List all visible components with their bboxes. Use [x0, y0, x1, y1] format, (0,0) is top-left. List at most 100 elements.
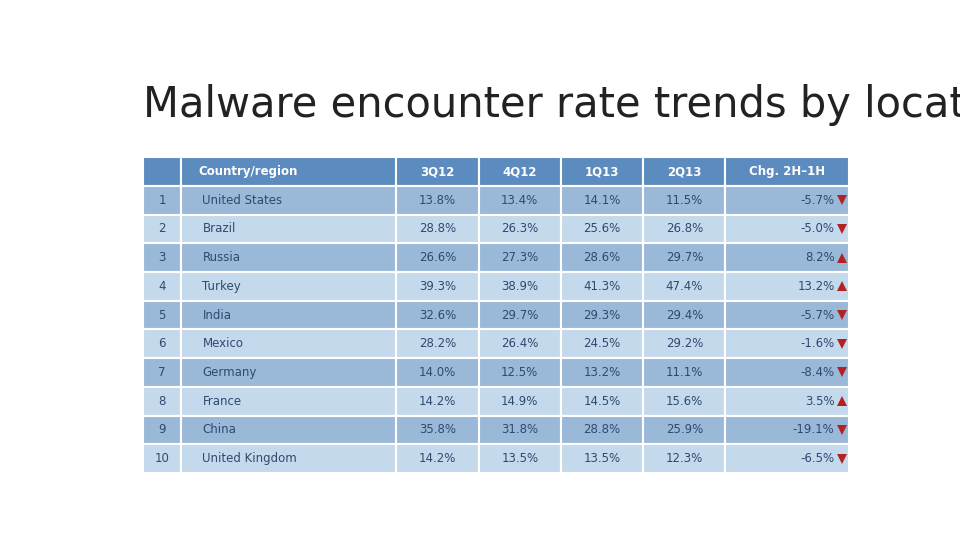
Bar: [561, 329, 643, 358]
Text: 47.4%: 47.4%: [665, 280, 703, 293]
Bar: [561, 387, 643, 415]
Bar: [479, 186, 561, 214]
Text: 39.3%: 39.3%: [419, 280, 456, 293]
Text: 14.0%: 14.0%: [419, 366, 456, 379]
Text: 13.2%: 13.2%: [798, 280, 834, 293]
Text: 31.8%: 31.8%: [501, 423, 539, 436]
Bar: [726, 387, 849, 415]
Text: 7: 7: [158, 366, 166, 379]
Bar: [561, 214, 643, 244]
Bar: [396, 301, 479, 329]
Bar: [143, 387, 180, 415]
Bar: [643, 358, 726, 387]
Text: 28.2%: 28.2%: [419, 338, 456, 350]
Text: 11.1%: 11.1%: [665, 366, 703, 379]
Text: 1: 1: [158, 194, 166, 207]
Text: 41.3%: 41.3%: [584, 280, 621, 293]
Text: 4: 4: [158, 280, 166, 293]
Text: 1Q13: 1Q13: [585, 165, 619, 178]
Bar: [180, 214, 396, 244]
Text: -5.7%: -5.7%: [801, 194, 834, 207]
Bar: [143, 186, 180, 214]
Text: 12.5%: 12.5%: [501, 366, 539, 379]
Bar: [479, 329, 561, 358]
Text: 14.9%: 14.9%: [501, 395, 539, 408]
Bar: [726, 244, 849, 272]
Bar: [726, 272, 849, 301]
Bar: [726, 329, 849, 358]
Text: 29.3%: 29.3%: [584, 308, 621, 321]
Bar: [180, 272, 396, 301]
Bar: [643, 444, 726, 473]
Text: United Kingdom: United Kingdom: [203, 452, 298, 465]
Bar: [143, 329, 180, 358]
Text: 3Q12: 3Q12: [420, 165, 455, 178]
Bar: [479, 444, 561, 473]
Text: 14.1%: 14.1%: [584, 194, 621, 207]
Text: 28.8%: 28.8%: [419, 222, 456, 235]
Bar: [643, 329, 726, 358]
Text: -8.4%: -8.4%: [801, 366, 834, 379]
Text: 13.4%: 13.4%: [501, 194, 539, 207]
Text: 26.4%: 26.4%: [501, 338, 539, 350]
Bar: [180, 301, 396, 329]
Bar: [561, 358, 643, 387]
Bar: [180, 329, 396, 358]
Text: 2Q13: 2Q13: [667, 165, 702, 178]
Bar: [479, 272, 561, 301]
Bar: [396, 444, 479, 473]
Bar: [561, 415, 643, 444]
Bar: [561, 157, 643, 186]
Bar: [479, 301, 561, 329]
Text: Country/region: Country/region: [198, 165, 298, 178]
Text: 12.3%: 12.3%: [665, 452, 703, 465]
Text: Germany: Germany: [203, 366, 256, 379]
Text: United States: United States: [203, 194, 282, 207]
Text: -6.5%: -6.5%: [801, 452, 834, 465]
Bar: [479, 358, 561, 387]
Bar: [180, 387, 396, 415]
Bar: [143, 444, 180, 473]
Bar: [726, 214, 849, 244]
Bar: [726, 157, 849, 186]
Text: -5.7%: -5.7%: [801, 308, 834, 321]
Text: 15.6%: 15.6%: [665, 395, 703, 408]
Text: 8: 8: [158, 395, 166, 408]
Text: 2: 2: [158, 222, 166, 235]
Text: 13.5%: 13.5%: [584, 452, 620, 465]
Text: 14.5%: 14.5%: [584, 395, 621, 408]
Bar: [726, 444, 849, 473]
Text: 28.8%: 28.8%: [584, 423, 620, 436]
Bar: [643, 214, 726, 244]
Text: Russia: Russia: [203, 251, 240, 264]
Bar: [396, 387, 479, 415]
Bar: [396, 272, 479, 301]
Text: 28.6%: 28.6%: [584, 251, 621, 264]
Text: -1.6%: -1.6%: [801, 338, 834, 350]
Bar: [143, 415, 180, 444]
Bar: [143, 358, 180, 387]
Bar: [396, 415, 479, 444]
Bar: [561, 186, 643, 214]
Bar: [180, 415, 396, 444]
Text: 26.3%: 26.3%: [501, 222, 539, 235]
Text: 29.7%: 29.7%: [501, 308, 539, 321]
Text: 25.6%: 25.6%: [584, 222, 621, 235]
Text: 10: 10: [155, 452, 170, 465]
Bar: [143, 157, 180, 186]
Text: 29.2%: 29.2%: [665, 338, 703, 350]
Text: 9: 9: [158, 423, 166, 436]
Bar: [726, 186, 849, 214]
Text: 11.5%: 11.5%: [665, 194, 703, 207]
Text: 29.7%: 29.7%: [665, 251, 703, 264]
Text: China: China: [203, 423, 236, 436]
Bar: [396, 329, 479, 358]
Bar: [396, 157, 479, 186]
Bar: [726, 301, 849, 329]
Bar: [726, 358, 849, 387]
Text: 32.6%: 32.6%: [419, 308, 456, 321]
Bar: [643, 301, 726, 329]
Text: 5: 5: [158, 308, 166, 321]
Text: Turkey: Turkey: [203, 280, 241, 293]
Bar: [143, 272, 180, 301]
